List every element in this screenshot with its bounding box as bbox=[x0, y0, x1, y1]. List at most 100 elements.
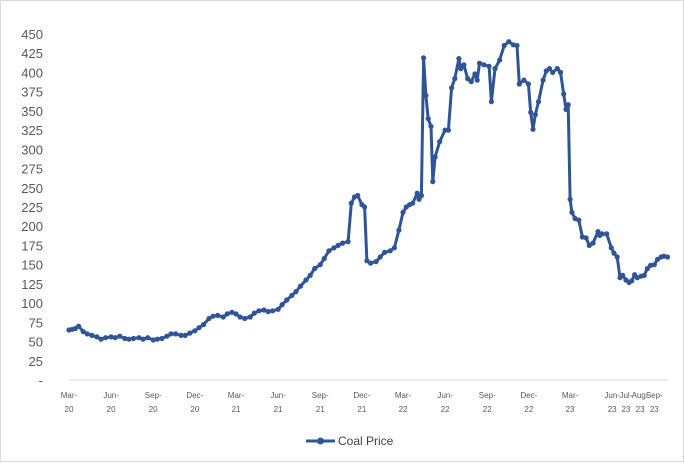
data-point bbox=[117, 333, 123, 339]
data-point bbox=[237, 314, 243, 320]
y-axis: - 25 50 75 100 125 150 175 200 225 250 275 300 325 350… bbox=[21, 27, 43, 388]
x-tick-year-label: 20 bbox=[65, 405, 74, 414]
data-point bbox=[187, 330, 193, 336]
x-tick-year-label: 23 bbox=[566, 405, 575, 414]
data-point bbox=[130, 335, 137, 342]
data-point bbox=[620, 272, 626, 278]
data-point bbox=[112, 335, 118, 341]
data-point bbox=[220, 314, 226, 320]
data-point bbox=[270, 308, 276, 314]
data-point bbox=[557, 69, 564, 75]
y-tick-label: 425 bbox=[21, 46, 43, 61]
data-point bbox=[261, 307, 267, 313]
x-tick-year-label: 22 bbox=[399, 405, 408, 414]
data-point bbox=[303, 277, 309, 283]
data-point bbox=[196, 325, 202, 331]
x-tick-label: Mar- bbox=[228, 391, 245, 400]
y-tick-label: 375 bbox=[21, 85, 43, 100]
x-tick-label: Jun- bbox=[604, 391, 620, 400]
data-point bbox=[563, 106, 569, 112]
data-point bbox=[265, 309, 271, 315]
data-point bbox=[215, 312, 221, 318]
x-tick-year-label: 22 bbox=[441, 405, 450, 414]
legend: Coal Price bbox=[306, 434, 394, 448]
data-point bbox=[340, 240, 346, 246]
data-point bbox=[476, 60, 483, 66]
data-point bbox=[550, 69, 556, 75]
data-point bbox=[154, 336, 160, 342]
data-point bbox=[501, 42, 507, 49]
data-point bbox=[410, 200, 416, 206]
data-point bbox=[614, 254, 620, 260]
x-tick-year-label: 20 bbox=[107, 405, 116, 414]
data-point bbox=[430, 179, 436, 185]
data-point bbox=[445, 127, 451, 133]
x-axis: Mar- 20 Jun- 20 Sep- 20 Dec- 20 Mar- 21 Jun- 21 Sep-… bbox=[61, 391, 663, 414]
x-tick-year-label: 20 bbox=[190, 405, 199, 414]
data-point bbox=[326, 248, 332, 254]
y-tick-label: 350 bbox=[21, 104, 43, 119]
x-tick-year-label: 22 bbox=[524, 405, 533, 414]
data-point bbox=[103, 335, 109, 341]
data-point bbox=[418, 192, 424, 199]
data-point bbox=[449, 85, 455, 91]
y-tick-label: 275 bbox=[21, 162, 43, 177]
data-point bbox=[452, 76, 458, 82]
x-tick-label: Sep- bbox=[145, 391, 162, 400]
data-point bbox=[561, 91, 567, 97]
data-point bbox=[567, 196, 573, 202]
data-point bbox=[98, 336, 104, 342]
data-point bbox=[421, 55, 427, 61]
data-point bbox=[488, 99, 494, 105]
data-point bbox=[84, 331, 90, 337]
data-point bbox=[364, 258, 370, 264]
data-point bbox=[516, 81, 522, 87]
data-point bbox=[251, 310, 257, 316]
data-point bbox=[506, 39, 512, 45]
y-tick-label: 200 bbox=[21, 219, 43, 234]
data-point bbox=[461, 62, 467, 68]
data-point bbox=[486, 63, 492, 69]
data-point bbox=[164, 333, 170, 339]
data-point bbox=[583, 235, 589, 241]
data-point bbox=[425, 116, 431, 122]
data-point bbox=[145, 335, 151, 341]
data-point bbox=[348, 200, 354, 206]
data-point bbox=[178, 332, 184, 338]
data-point bbox=[233, 311, 239, 317]
x-tick-year-label: 23 bbox=[608, 405, 617, 414]
x-tick-label: Jun- bbox=[437, 391, 453, 400]
data-point bbox=[608, 245, 614, 251]
x-tick-label: Aug- bbox=[632, 391, 649, 400]
x-tick-label: Mar- bbox=[562, 391, 579, 400]
data-point bbox=[182, 332, 188, 338]
data-point bbox=[355, 192, 361, 199]
y-tick-label: 450 bbox=[21, 27, 43, 42]
data-point bbox=[150, 337, 156, 343]
x-tick-year-label: 20 bbox=[149, 405, 158, 414]
data-point bbox=[89, 332, 95, 338]
data-point bbox=[565, 102, 571, 108]
data-point bbox=[312, 265, 318, 272]
data-point bbox=[458, 66, 464, 72]
data-point bbox=[224, 311, 230, 317]
y-tick-label: 50 bbox=[29, 335, 43, 350]
legend-label: Coal Price bbox=[338, 434, 394, 448]
x-tick-year-label: 21 bbox=[232, 405, 241, 414]
data-point bbox=[576, 217, 582, 223]
data-point bbox=[168, 331, 174, 337]
data-point bbox=[247, 314, 253, 320]
x-tick-year-label: 21 bbox=[357, 405, 366, 414]
data-point bbox=[604, 231, 610, 237]
y-tick-label: 250 bbox=[21, 181, 43, 196]
data-point bbox=[611, 250, 617, 256]
data-point bbox=[136, 335, 142, 341]
data-point bbox=[159, 335, 165, 342]
data-point bbox=[362, 204, 368, 210]
data-point bbox=[331, 245, 337, 251]
data-point bbox=[532, 112, 538, 118]
data-point bbox=[345, 239, 351, 245]
data-point bbox=[400, 209, 406, 215]
